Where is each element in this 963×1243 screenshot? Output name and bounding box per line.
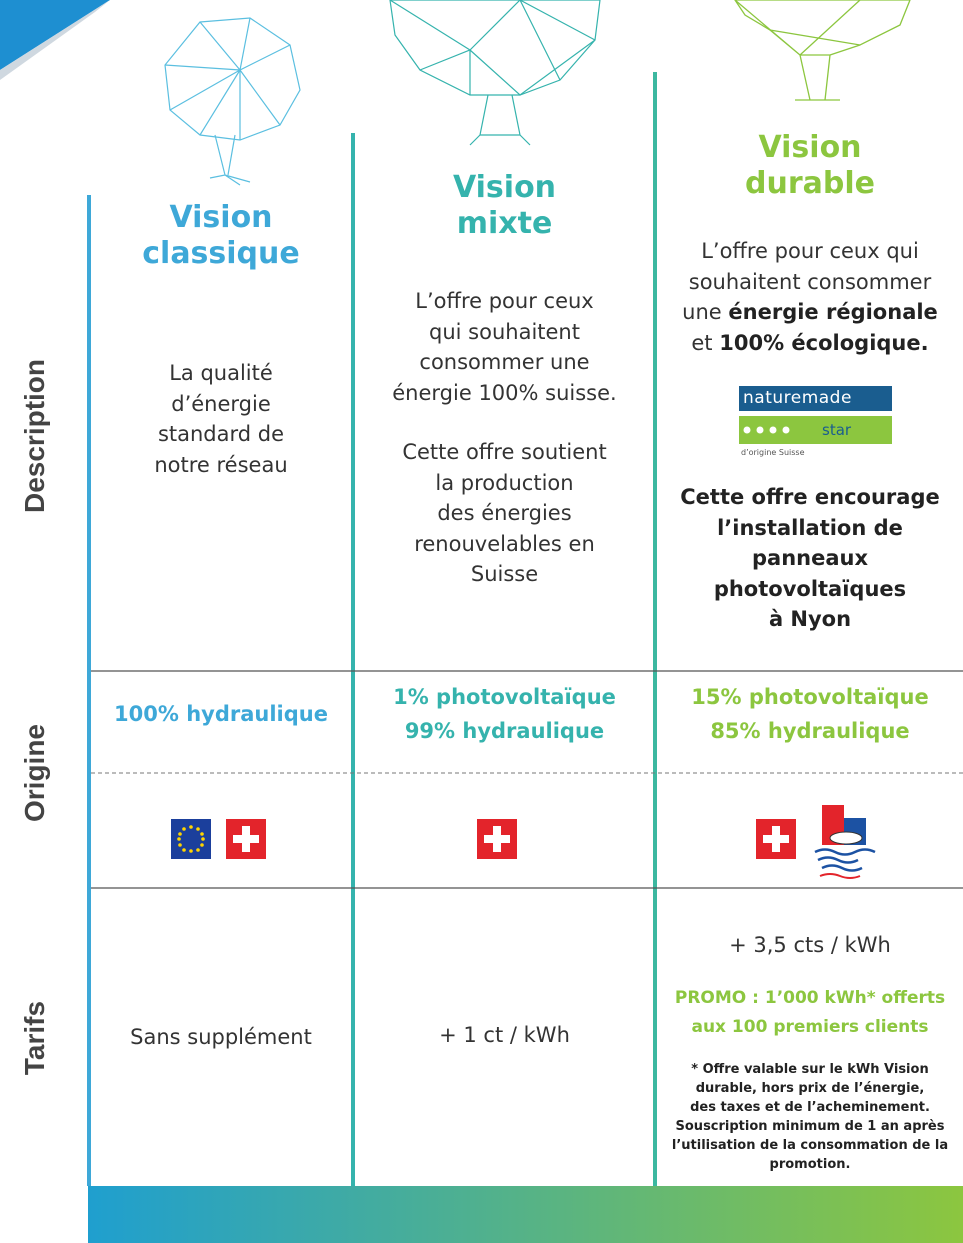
corner-shadow xyxy=(0,0,110,80)
label-dots xyxy=(743,426,790,434)
column-title: Vision durable xyxy=(657,130,963,202)
text-line: consommer une xyxy=(419,350,590,374)
text-line: l’utilisation de la consommation de la xyxy=(671,1138,949,1153)
text-line: PROMO : 1’000 kWh* offerts xyxy=(674,988,946,1008)
label-box xyxy=(739,386,892,411)
text-line: panneaux xyxy=(751,546,868,570)
title-line: Vision xyxy=(452,170,557,205)
text-line: Suisse xyxy=(470,562,539,586)
nyon-arms xyxy=(814,805,876,879)
text-line: 99% hydraulique xyxy=(404,719,605,743)
row-label: Origine xyxy=(19,724,50,823)
encouragement: Cette offre encourage l’installation de pa… xyxy=(657,482,963,635)
row-label: Description xyxy=(19,358,50,514)
title-line: durable xyxy=(745,166,875,201)
text-line: énergie 100% suisse. xyxy=(392,380,617,405)
promo: PROMO : 1’000 kWh* offerts aux 100 premie… xyxy=(657,984,963,1042)
text-line: une énergie régionale xyxy=(657,297,963,328)
text-line: notre réseau xyxy=(154,452,288,477)
title-line: Vision xyxy=(169,200,273,235)
bold-text: 100% écologique. xyxy=(719,330,929,355)
text-line: 1% photovoltaïque xyxy=(393,685,616,709)
text-line: à Nyon xyxy=(768,607,852,631)
description: La qualité d’énergie standard de notre rése… xyxy=(90,358,352,480)
description: Cette offre soutient la production des éne… xyxy=(354,437,655,590)
text-line: 15% photovoltaïque xyxy=(691,685,929,709)
column-title: Vision mixte xyxy=(354,170,655,242)
flag-ch xyxy=(477,819,517,859)
text-line: des taxes et de l’acheminement. xyxy=(690,1100,930,1115)
title-line: Vision xyxy=(758,130,862,165)
footnote: * Offre valable sur le kWh Vision durable… xyxy=(657,1060,963,1174)
description: L’offre pour ceux qui souhaitent consommer… xyxy=(354,286,655,408)
text-line: promotion. xyxy=(769,1157,851,1172)
text-line: renouvelables en xyxy=(414,531,595,556)
text-line: 85% hydraulique xyxy=(710,719,910,743)
description: L’offre pour ceux qui souhaitent consomme… xyxy=(657,236,963,358)
text-line: Cette offre encourage xyxy=(680,485,940,509)
origin: 15% photovoltaïque 85% hydraulique xyxy=(657,680,963,748)
text-line: Souscription minimum de 1 an après xyxy=(675,1119,945,1134)
tree-durable xyxy=(734,0,911,101)
text-line: souhaitent consommer xyxy=(688,269,932,294)
flag-ch xyxy=(226,819,266,859)
footer-bar xyxy=(88,1186,963,1243)
text-line: * Offre valable sur le kWh Vision xyxy=(691,1062,929,1077)
text: une xyxy=(682,300,722,324)
text-line: La qualité xyxy=(169,361,273,385)
row-label: Tarifs xyxy=(19,1000,50,1076)
tariff: + 1 ct / kWh xyxy=(439,1023,570,1047)
text-line: durable, hors prix de l’énergie, xyxy=(695,1081,925,1096)
tariff: Sans supplément xyxy=(130,1025,312,1049)
label-name: naturemade xyxy=(743,388,852,408)
title-line: mixte xyxy=(456,206,553,241)
text-line: la production xyxy=(435,470,574,495)
label-box xyxy=(739,416,892,444)
text-line: l’installation de xyxy=(717,515,903,540)
tariff: + 3,5 cts / kWh xyxy=(729,933,891,957)
title-line: classique xyxy=(142,236,300,271)
tree-mixte xyxy=(389,0,601,146)
text-line: L’offre pour ceux qui xyxy=(701,239,919,263)
text-line: standard de xyxy=(157,422,285,446)
text: et xyxy=(691,330,713,355)
label-subtitle: d’origine Suisse xyxy=(741,448,805,457)
origin: 100% hydraulique xyxy=(114,702,328,726)
tree-classique xyxy=(164,17,301,186)
column-title: Vision classique xyxy=(90,200,352,272)
flag-ch xyxy=(756,819,796,859)
text-line: et 100% écologique. xyxy=(657,328,963,359)
text-line: d’énergie xyxy=(171,391,271,416)
bold-text: énergie régionale xyxy=(728,300,938,324)
text-line: des énergies xyxy=(437,501,572,525)
text-line: aux 100 premiers clients xyxy=(691,1017,929,1037)
text-line: L’offre pour ceux xyxy=(415,289,594,313)
label-grade: star xyxy=(822,421,852,439)
text-line: photovoltaïques xyxy=(713,576,907,601)
flag-eu xyxy=(171,819,211,859)
origin: 1% photovoltaïque 99% hydraulique xyxy=(354,680,655,748)
text-line: Cette offre soutient xyxy=(402,440,607,464)
text-line: qui souhaitent xyxy=(429,319,580,344)
